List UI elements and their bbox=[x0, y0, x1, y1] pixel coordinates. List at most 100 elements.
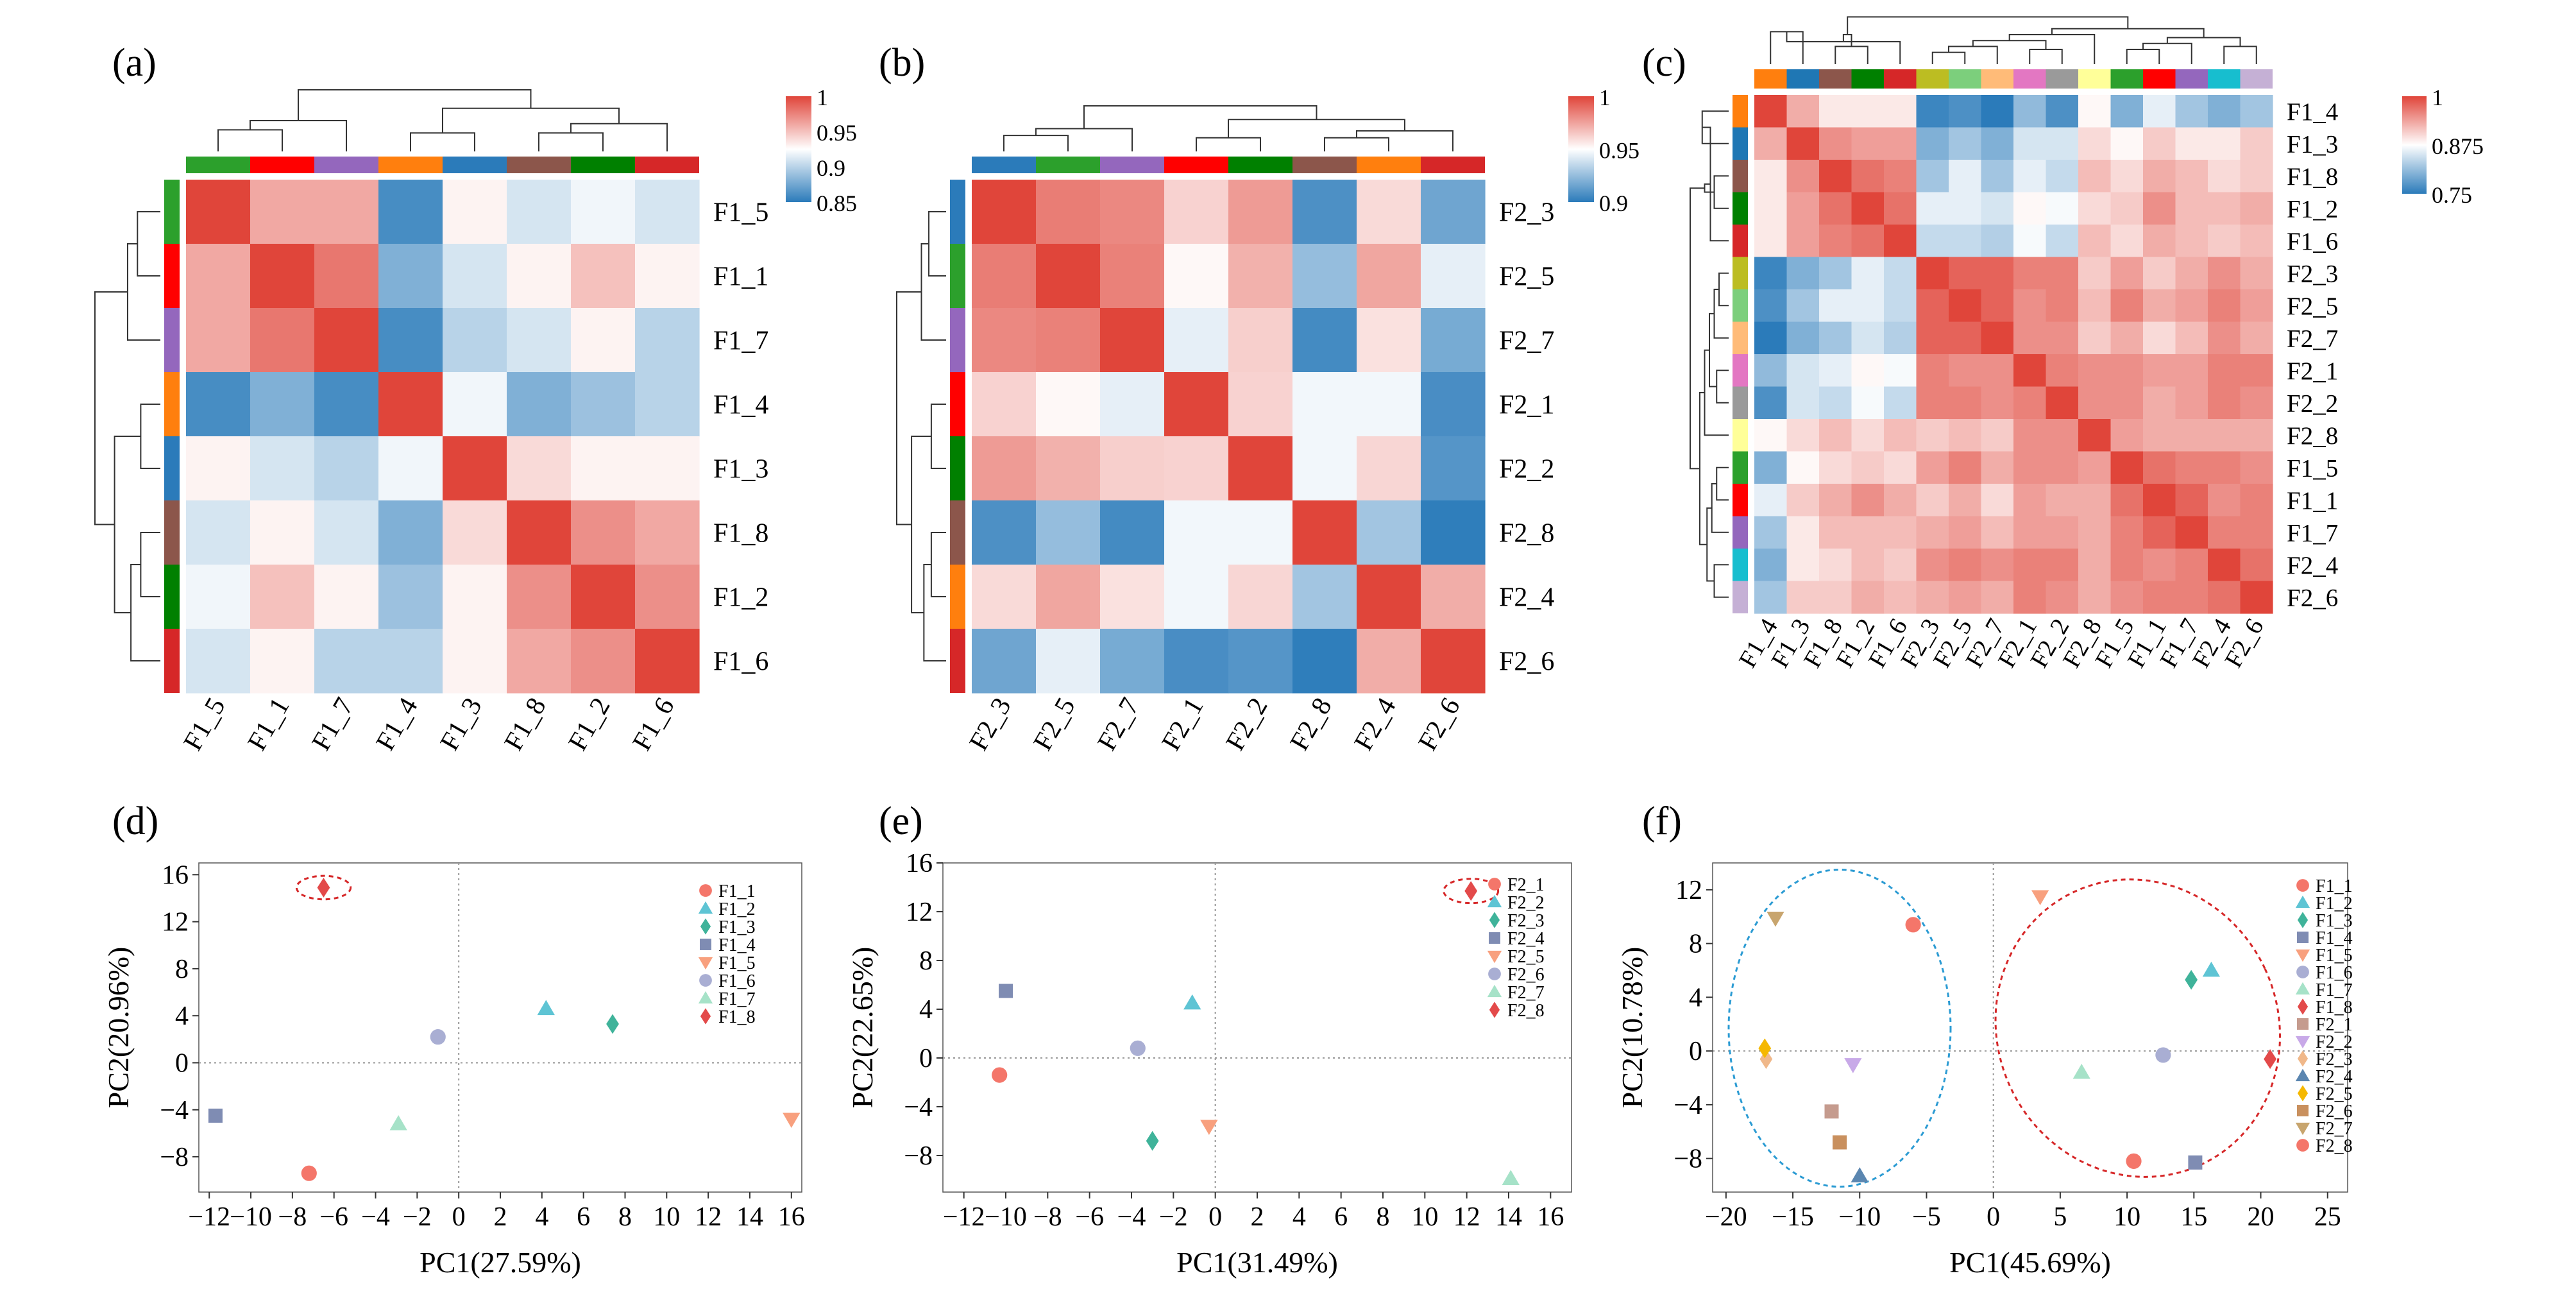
dendrogram-left-link bbox=[1711, 483, 1729, 533]
heat-cell-F2_4-F2_7 bbox=[1981, 549, 2014, 582]
legend-label: F2_4 bbox=[1507, 929, 1545, 949]
y-tick-label: 16 bbox=[906, 849, 933, 878]
heat-cell-F2_6-F1_2 bbox=[1851, 581, 1885, 614]
heat-cell-F1_2-F1_2 bbox=[571, 565, 636, 629]
dendrogram-left-link bbox=[1713, 564, 1729, 598]
legend-label: F2_6 bbox=[2316, 1102, 2353, 1121]
point-F2_2 bbox=[1844, 1058, 1862, 1073]
heat-cell-F1_6-F1_4 bbox=[1754, 225, 1788, 258]
heat-cell-F1_5-F1_2 bbox=[571, 180, 636, 244]
heat-cell-F2_5-F1_7 bbox=[2175, 289, 2208, 323]
dendrogram-top-link bbox=[1842, 34, 1852, 47]
heat-cell-F1_7-F1_7 bbox=[2175, 516, 2208, 549]
dendrogram-left-link bbox=[1716, 370, 1729, 404]
heat-cell-F1_6-F1_3 bbox=[443, 629, 507, 694]
heat-cell-F2_7-F2_2 bbox=[1228, 308, 1293, 373]
heat-cell-F2_4-F1_1 bbox=[2143, 549, 2176, 582]
heat-cell-F2_6-F2_4 bbox=[2208, 581, 2241, 614]
heat-cell-F2_2-F2_8 bbox=[1292, 436, 1357, 501]
heat-cell-F1_5-F2_6 bbox=[2240, 451, 2273, 484]
heat-cell-F1_2-F2_5 bbox=[1949, 192, 1982, 225]
heat-cell-F1_1-F1_8 bbox=[1819, 484, 1852, 517]
heat-cell-F1_5-F1_3 bbox=[443, 180, 507, 244]
panel-label-b: (b) bbox=[879, 41, 925, 85]
heat-cell-F2_3-F2_7 bbox=[1100, 180, 1165, 244]
heat-cell-F1_7-F2_6 bbox=[2240, 516, 2273, 549]
heat-cell-F1_2-F1_4 bbox=[378, 565, 443, 629]
legend-marker-F2_5 bbox=[1487, 950, 1502, 964]
heat-cell-F1_5-F2_7 bbox=[1981, 451, 2014, 484]
heat-cell-F2_5-F1_6 bbox=[1884, 289, 1917, 323]
row-annotation-F2_3 bbox=[950, 180, 965, 244]
row-annotation-F1_7 bbox=[1733, 516, 1748, 549]
legend-marker-F2_6 bbox=[1488, 968, 1501, 980]
heat-cell-F2_7-F2_6 bbox=[2240, 321, 2273, 355]
row-annotation-F2_4 bbox=[1733, 549, 1748, 581]
heat-cell-F2_3-F2_2 bbox=[2046, 257, 2079, 290]
dendrogram-top-link bbox=[538, 132, 604, 151]
colorbar-tick: 0.75 bbox=[2432, 182, 2472, 208]
row-label: F2_7 bbox=[2287, 325, 2338, 352]
heat-cell-F2_7-F2_5 bbox=[1949, 321, 1982, 355]
heat-cell-F2_1-F2_4 bbox=[2208, 354, 2241, 388]
dendrogram-top-link bbox=[250, 120, 347, 151]
col-annotation-F2_5 bbox=[1036, 157, 1100, 173]
heatmap-layer: F1_5F1_1F1_7F1_4F1_3F1_8F1_2F1_6F1_5 F1_1… bbox=[94, 16, 2484, 756]
row-annotation-F2_1 bbox=[1733, 354, 1748, 387]
dendrogram-left-link bbox=[928, 211, 946, 277]
row-annotation-F1_2 bbox=[164, 565, 180, 629]
heat-cell-F2_5-F2_3 bbox=[972, 244, 1037, 309]
heat-cell-F1_1-F1_3 bbox=[1786, 484, 1820, 517]
heat-cell-F2_3-F2_5 bbox=[1949, 257, 1982, 290]
y-tick-label: 0 bbox=[175, 1048, 189, 1078]
row-label: F1_6 bbox=[713, 647, 768, 677]
dendrogram-top-link bbox=[1931, 51, 1966, 64]
heat-cell-F2_3-F2_8 bbox=[1292, 180, 1357, 244]
heat-cell-F1_8-F1_5 bbox=[186, 500, 251, 565]
x-tick-label: −4 bbox=[361, 1202, 390, 1232]
heat-cell-F2_5-F2_8 bbox=[2078, 289, 2112, 323]
legend-marker-F2_2 bbox=[2295, 1036, 2310, 1049]
heat-cell-F1_6-F1_4 bbox=[378, 629, 443, 694]
panel-label-c: (c) bbox=[1642, 41, 1686, 85]
heat-cell-F2_6-F1_3 bbox=[1786, 581, 1820, 614]
heat-cell-F1_5-F1_6 bbox=[635, 180, 700, 244]
x-tick-label: 20 bbox=[2248, 1202, 2275, 1232]
col-label: F2_8 bbox=[1285, 693, 1338, 756]
point-F2_7 bbox=[1767, 911, 1784, 927]
point-F1_6 bbox=[2155, 1047, 2171, 1063]
heat-cell-F1_3-F1_8 bbox=[1819, 127, 1852, 160]
panel-label-a: (a) bbox=[112, 41, 157, 85]
heat-cell-F1_7-F2_5 bbox=[1949, 516, 1982, 549]
heat-cell-F2_3-F1_5 bbox=[2110, 257, 2144, 290]
legend-marker-F2_4 bbox=[2295, 1068, 2310, 1082]
x-tick-label: 8 bbox=[618, 1202, 632, 1232]
panel-label-f: (f) bbox=[1642, 799, 1682, 843]
col-annotation-F2_2 bbox=[1228, 157, 1292, 173]
x-axis-label: PC1(31.49%) bbox=[1176, 1246, 1338, 1279]
heat-cell-F2_5-F2_4 bbox=[2208, 289, 2241, 323]
heat-cell-F2_4-F1_4 bbox=[1754, 549, 1788, 582]
colorbar-tick: 0.9 bbox=[817, 155, 845, 181]
heatmap-a: F1_5F1_1F1_7F1_4F1_3F1_8F1_2F1_6F1_5 F1_1… bbox=[94, 85, 857, 756]
heat-cell-F2_3-F1_1 bbox=[2143, 257, 2176, 290]
heat-cell-F1_6-F1_8 bbox=[1819, 225, 1852, 258]
row-label: F2_1 bbox=[1499, 391, 1554, 420]
row-annotation-F1_3 bbox=[1733, 127, 1748, 160]
heat-cell-F1_3-F1_1 bbox=[2143, 127, 2176, 160]
y-axis-label: PC2(20.96%) bbox=[102, 947, 135, 1109]
heat-cell-F1_6-F1_3 bbox=[1786, 225, 1820, 258]
heat-cell-F2_5-F1_2 bbox=[1851, 289, 1885, 323]
legend-marker-F2_7 bbox=[2295, 1122, 2310, 1136]
heat-cell-F1_7-F1_2 bbox=[1851, 516, 1885, 549]
panel-labels: (a) (b) (c) (d) (e) (f) bbox=[112, 41, 1686, 843]
heat-cell-F2_8-F2_6 bbox=[1421, 500, 1486, 565]
col-label: F1_5 bbox=[178, 693, 232, 756]
row-annotation-F1_6 bbox=[1733, 225, 1748, 257]
row-annotation-F2_2 bbox=[950, 436, 965, 500]
x-tick-label: −2 bbox=[1159, 1202, 1188, 1232]
heat-cell-F1_7-F2_2 bbox=[2046, 516, 2079, 549]
heat-cell-F2_7-F2_2 bbox=[2046, 321, 2079, 355]
colorbar bbox=[1568, 96, 1594, 202]
y-tick-label: 8 bbox=[919, 946, 933, 976]
